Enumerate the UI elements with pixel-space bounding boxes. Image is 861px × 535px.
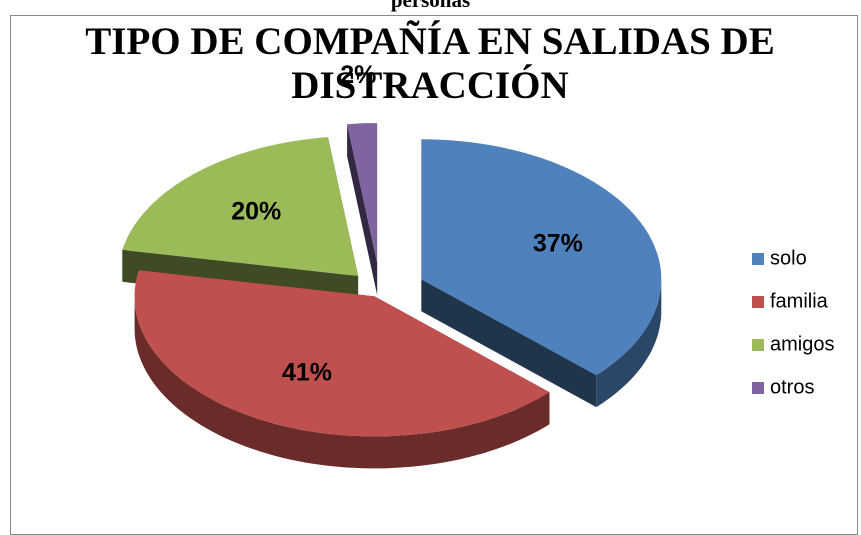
data-label: 41%	[282, 358, 332, 386]
legend-label: familia	[770, 290, 829, 312]
slice	[347, 123, 378, 264]
slice	[134, 270, 550, 437]
slice-side	[347, 124, 378, 296]
data-label: 2%	[340, 61, 376, 89]
legend-swatch	[752, 382, 764, 394]
data-label: 37%	[533, 229, 583, 257]
legend-label: amigos	[770, 333, 834, 355]
slice-wall	[596, 279, 662, 408]
slice-side	[421, 279, 597, 408]
legend-label: otros	[770, 376, 814, 398]
data-label: 20%	[231, 197, 281, 225]
slice	[421, 139, 662, 376]
slice	[122, 137, 359, 276]
chart-title: TIPO DE COMPAÑÍA EN SALIDAS DE DISTRACCI…	[85, 20, 775, 107]
legend-swatch	[752, 296, 764, 308]
header: personas	[390, 0, 471, 12]
slice-wall	[134, 296, 550, 469]
legend-swatch	[752, 339, 764, 351]
legend-swatch	[752, 253, 764, 265]
legend-label: solo	[770, 247, 807, 269]
